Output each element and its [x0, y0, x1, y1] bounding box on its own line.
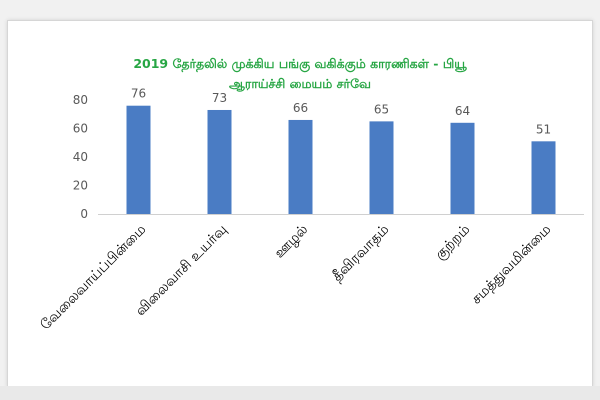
chart-title: 2019 தேர்தலில் முக்கிய பங்கு வகிக்கும் க…: [8, 54, 592, 94]
x-tick-label: குற்றம்: [432, 222, 474, 264]
y-tick-label: 0: [80, 207, 88, 221]
y-tick-label: 20: [73, 179, 88, 193]
bottom-strip: [0, 386, 600, 400]
data-label: 64: [455, 104, 470, 118]
x-tick-label: விலைவாசி உயர்வு: [133, 222, 231, 320]
chart-title-line2: ஆராய்ச்சி மையம் சர்வே: [229, 76, 371, 91]
x-tick-label: தீவிரவாதம்: [329, 222, 392, 285]
bar: [369, 121, 394, 214]
y-tick-label: 60: [73, 122, 88, 136]
data-label: 51: [536, 122, 551, 136]
bar: [207, 109, 232, 214]
x-tick-label: வேலைவாய்ப்பின்மை: [37, 222, 149, 334]
bar: [450, 122, 475, 214]
x-tick-label: சமத்துவமின்மை: [468, 222, 554, 308]
data-label: 76: [131, 87, 146, 101]
bar: [126, 105, 151, 214]
chart-title-line1: 2019 தேர்தலில் முக்கிய பங்கு வகிக்கும் க…: [133, 56, 467, 71]
data-label: 65: [374, 102, 389, 116]
data-label: 73: [212, 91, 227, 105]
x-tick-label: ஊழல்: [271, 222, 311, 262]
bar: [531, 141, 556, 214]
y-tick-label: 80: [73, 93, 88, 107]
bar: [288, 119, 313, 214]
y-tick-label: 40: [73, 150, 88, 164]
data-label: 66: [293, 101, 308, 115]
